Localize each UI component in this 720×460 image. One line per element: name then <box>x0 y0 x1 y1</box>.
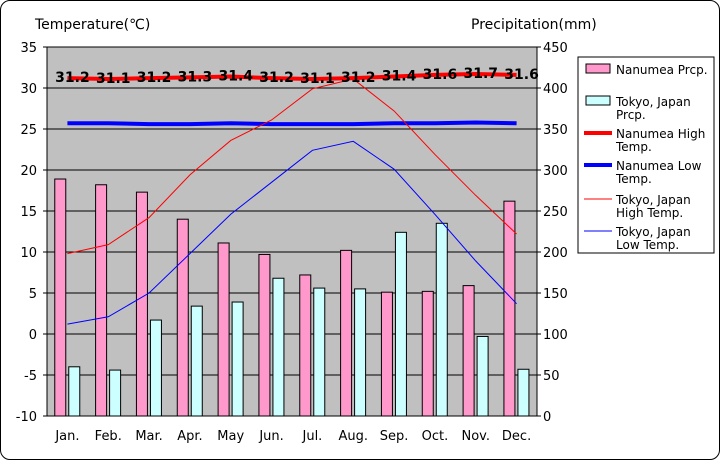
bar-tokyo-japan-prcp--9 <box>435 222 448 417</box>
data-label: 31.2 <box>259 70 294 86</box>
legend-label: Nanumea Low <box>616 159 702 173</box>
right-tick-label: 0 <box>543 410 551 425</box>
left-tick-label: 35 <box>20 41 37 56</box>
data-label: 31.3 <box>178 69 213 85</box>
x-tick-label: Mar. <box>135 429 162 444</box>
data-label: 31.4 <box>218 69 253 85</box>
bar-tokyo-japan-prcp--6 <box>313 287 326 417</box>
x-tick-label: Apr. <box>177 429 202 444</box>
line-tokyo-japan-high-temp- <box>67 78 517 255</box>
x-tick-label: Nov. <box>462 429 491 444</box>
bar-nanumea-prcp--0 <box>54 178 67 417</box>
legend-label: Temp. <box>615 140 652 154</box>
bar-nanumea-prcp--2 <box>135 191 148 417</box>
right-tick-label: 200 <box>543 246 568 261</box>
data-label: 31.2 <box>341 70 376 86</box>
legend-label: Prcp. <box>616 108 646 122</box>
line-nanumea-low-temp- <box>67 120 517 127</box>
legend-label: Tokyo, Japan <box>615 193 691 207</box>
left-tick-label: 0 <box>29 328 37 343</box>
temperature-lines <box>67 72 517 325</box>
bar-tokyo-japan-prcp--0 <box>68 366 81 417</box>
x-tick-label: May <box>217 429 244 444</box>
legend-label: Tokyo, Japan <box>615 95 691 109</box>
data-label: 31.6 <box>504 67 539 83</box>
data-label: 31.1 <box>96 71 131 87</box>
right-tick-label: 350 <box>543 123 568 138</box>
data-label: 31.2 <box>55 70 90 86</box>
right-tick-label: 450 <box>543 41 568 56</box>
right-tick-label: 300 <box>543 164 568 179</box>
line-nanumea-high-temp- <box>67 72 517 81</box>
right-tick-label: 150 <box>543 287 568 302</box>
right-tick-label: 400 <box>543 82 568 97</box>
left-tick-label: 15 <box>20 205 37 220</box>
bar-tokyo-japan-prcp--5 <box>272 277 285 417</box>
legend-label: High Temp. <box>616 206 683 220</box>
legend-label: Nanumea High <box>616 127 705 141</box>
legend-swatch-tokyo-japan-prcp- <box>585 95 611 106</box>
data-label: 31.4 <box>382 69 417 85</box>
data-label: 31.2 <box>137 70 172 86</box>
bar-nanumea-prcp--6 <box>299 274 312 417</box>
bar-tokyo-japan-prcp--2 <box>149 319 162 417</box>
data-label: 31.1 <box>300 71 335 87</box>
right-tick-label: 50 <box>543 369 560 384</box>
left-axis-title: Temperature(℃) <box>34 17 150 33</box>
x-tick-label: Jul. <box>302 429 323 444</box>
bar-nanumea-prcp--5 <box>258 253 271 417</box>
x-tick-label: Aug. <box>338 429 368 444</box>
bar-tokyo-japan-prcp--1 <box>109 369 122 417</box>
legend-label: Tokyo, Japan <box>615 225 691 239</box>
bar-nanumea-prcp--3 <box>176 218 189 417</box>
bar-tokyo-japan-prcp--10 <box>476 335 489 417</box>
legend-box <box>577 56 715 254</box>
legend-label: Low Temp. <box>616 238 679 252</box>
legend-label: Nanumea Prcp. <box>616 63 708 77</box>
x-tick-label: Jan. <box>54 429 79 444</box>
left-tick-label: -10 <box>16 410 37 425</box>
legend-swatch-nanumea-prcp- <box>585 63 611 74</box>
bar-nanumea-prcp--8 <box>380 291 393 417</box>
bar-nanumea-prcp--9 <box>421 290 434 417</box>
x-tick-label: Sep. <box>380 429 409 444</box>
bar-nanumea-prcp--4 <box>217 242 230 417</box>
right-axis-title: Precipitation(mm) <box>471 17 597 33</box>
left-tick-label: -5 <box>24 369 37 384</box>
bar-nanumea-prcp--10 <box>462 285 475 417</box>
left-tick-label: 30 <box>20 82 37 97</box>
left-tick-label: 25 <box>20 123 37 138</box>
axes: 35302520151050-5-10450400350300250200150… <box>16 41 568 444</box>
right-tick-label: 250 <box>543 205 568 220</box>
legend-label: Temp. <box>615 172 652 186</box>
x-tick-label: Jun. <box>258 429 283 444</box>
left-tick-label: 20 <box>20 164 37 179</box>
x-tick-label: Dec. <box>502 429 531 444</box>
x-tick-label: Oct. <box>422 429 449 444</box>
bar-tokyo-japan-prcp--7 <box>354 288 367 417</box>
bar-tokyo-japan-prcp--4 <box>231 301 244 417</box>
bar-tokyo-japan-prcp--3 <box>190 305 203 417</box>
data-label: 31.6 <box>423 67 458 83</box>
line-tokyo-japan-low-temp- <box>67 140 517 325</box>
left-tick-label: 10 <box>20 246 37 261</box>
bar-tokyo-japan-prcp--8 <box>394 231 407 417</box>
x-tick-label: Feb. <box>95 429 122 444</box>
bar-nanumea-prcp--1 <box>95 184 108 417</box>
data-label: 31.7 <box>463 66 498 82</box>
right-tick-label: 100 <box>543 328 568 343</box>
bar-tokyo-japan-prcp--11 <box>517 368 530 417</box>
left-tick-label: 5 <box>29 287 37 302</box>
bar-nanumea-prcp--7 <box>340 249 353 417</box>
bar-nanumea-prcp--11 <box>503 200 516 417</box>
data-labels: 31.2 31.1 31.2 31.3 31.4 31.2 31.1 31.2 31.4 31.6… <box>55 66 539 87</box>
